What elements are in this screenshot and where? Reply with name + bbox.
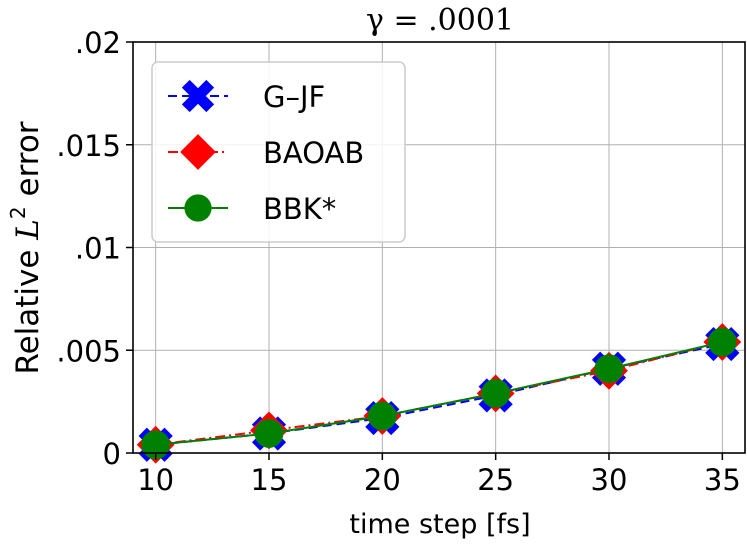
x-tick-label: 35 — [704, 463, 741, 497]
legend-box — [151, 61, 406, 243]
legend-item-0: G–JF — [168, 79, 325, 114]
series-line — [155, 343, 723, 446]
data-point — [141, 430, 171, 460]
data-point — [594, 354, 624, 384]
legend: G–JF BAOAB BBK* — [151, 61, 406, 243]
series-line — [155, 341, 723, 446]
x-tick-label: 30 — [591, 463, 628, 497]
legend-marker — [184, 194, 212, 222]
legend-label: G–JF — [263, 80, 325, 114]
y-axis: 0 .005 .01 .015 .02 — [56, 26, 133, 471]
legend-label: BBK* — [263, 192, 336, 226]
x-axis: 10 15 20 25 30 35 — [137, 453, 741, 497]
x-tick-label: 25 — [477, 463, 514, 497]
x-axis-label: time step [fs] — [349, 509, 530, 540]
y-axis-label-superscript: 2 — [6, 206, 30, 219]
legend-marker — [181, 79, 215, 113]
legend-item-1: BAOAB — [168, 134, 364, 170]
y-axis-label: Relative L2 error — [6, 121, 46, 374]
chart-title: γ = .0001 — [366, 3, 514, 38]
x-tick-label: 10 — [137, 463, 174, 497]
y-tick-label: .02 — [75, 26, 121, 60]
data-point — [367, 401, 397, 431]
series-2 — [141, 327, 737, 460]
legend-marker — [180, 134, 216, 170]
y-tick-label: 0 — [103, 437, 121, 471]
series-layer — [136, 323, 742, 464]
y-axis-label-symbol: L — [10, 219, 46, 241]
legend-label: BAOAB — [263, 136, 364, 170]
x-tick-label: 20 — [364, 463, 401, 497]
y-tick-label: .005 — [56, 334, 121, 368]
y-tick-label: .015 — [56, 129, 121, 163]
series-1 — [136, 323, 742, 464]
legend-item-2: BBK* — [168, 192, 336, 226]
data-point — [707, 327, 737, 357]
data-point — [481, 379, 511, 408]
series-line — [155, 341, 723, 446]
x-tick-label: 15 — [251, 463, 288, 497]
data-point — [254, 419, 284, 448]
y-tick-label: .01 — [75, 232, 121, 266]
